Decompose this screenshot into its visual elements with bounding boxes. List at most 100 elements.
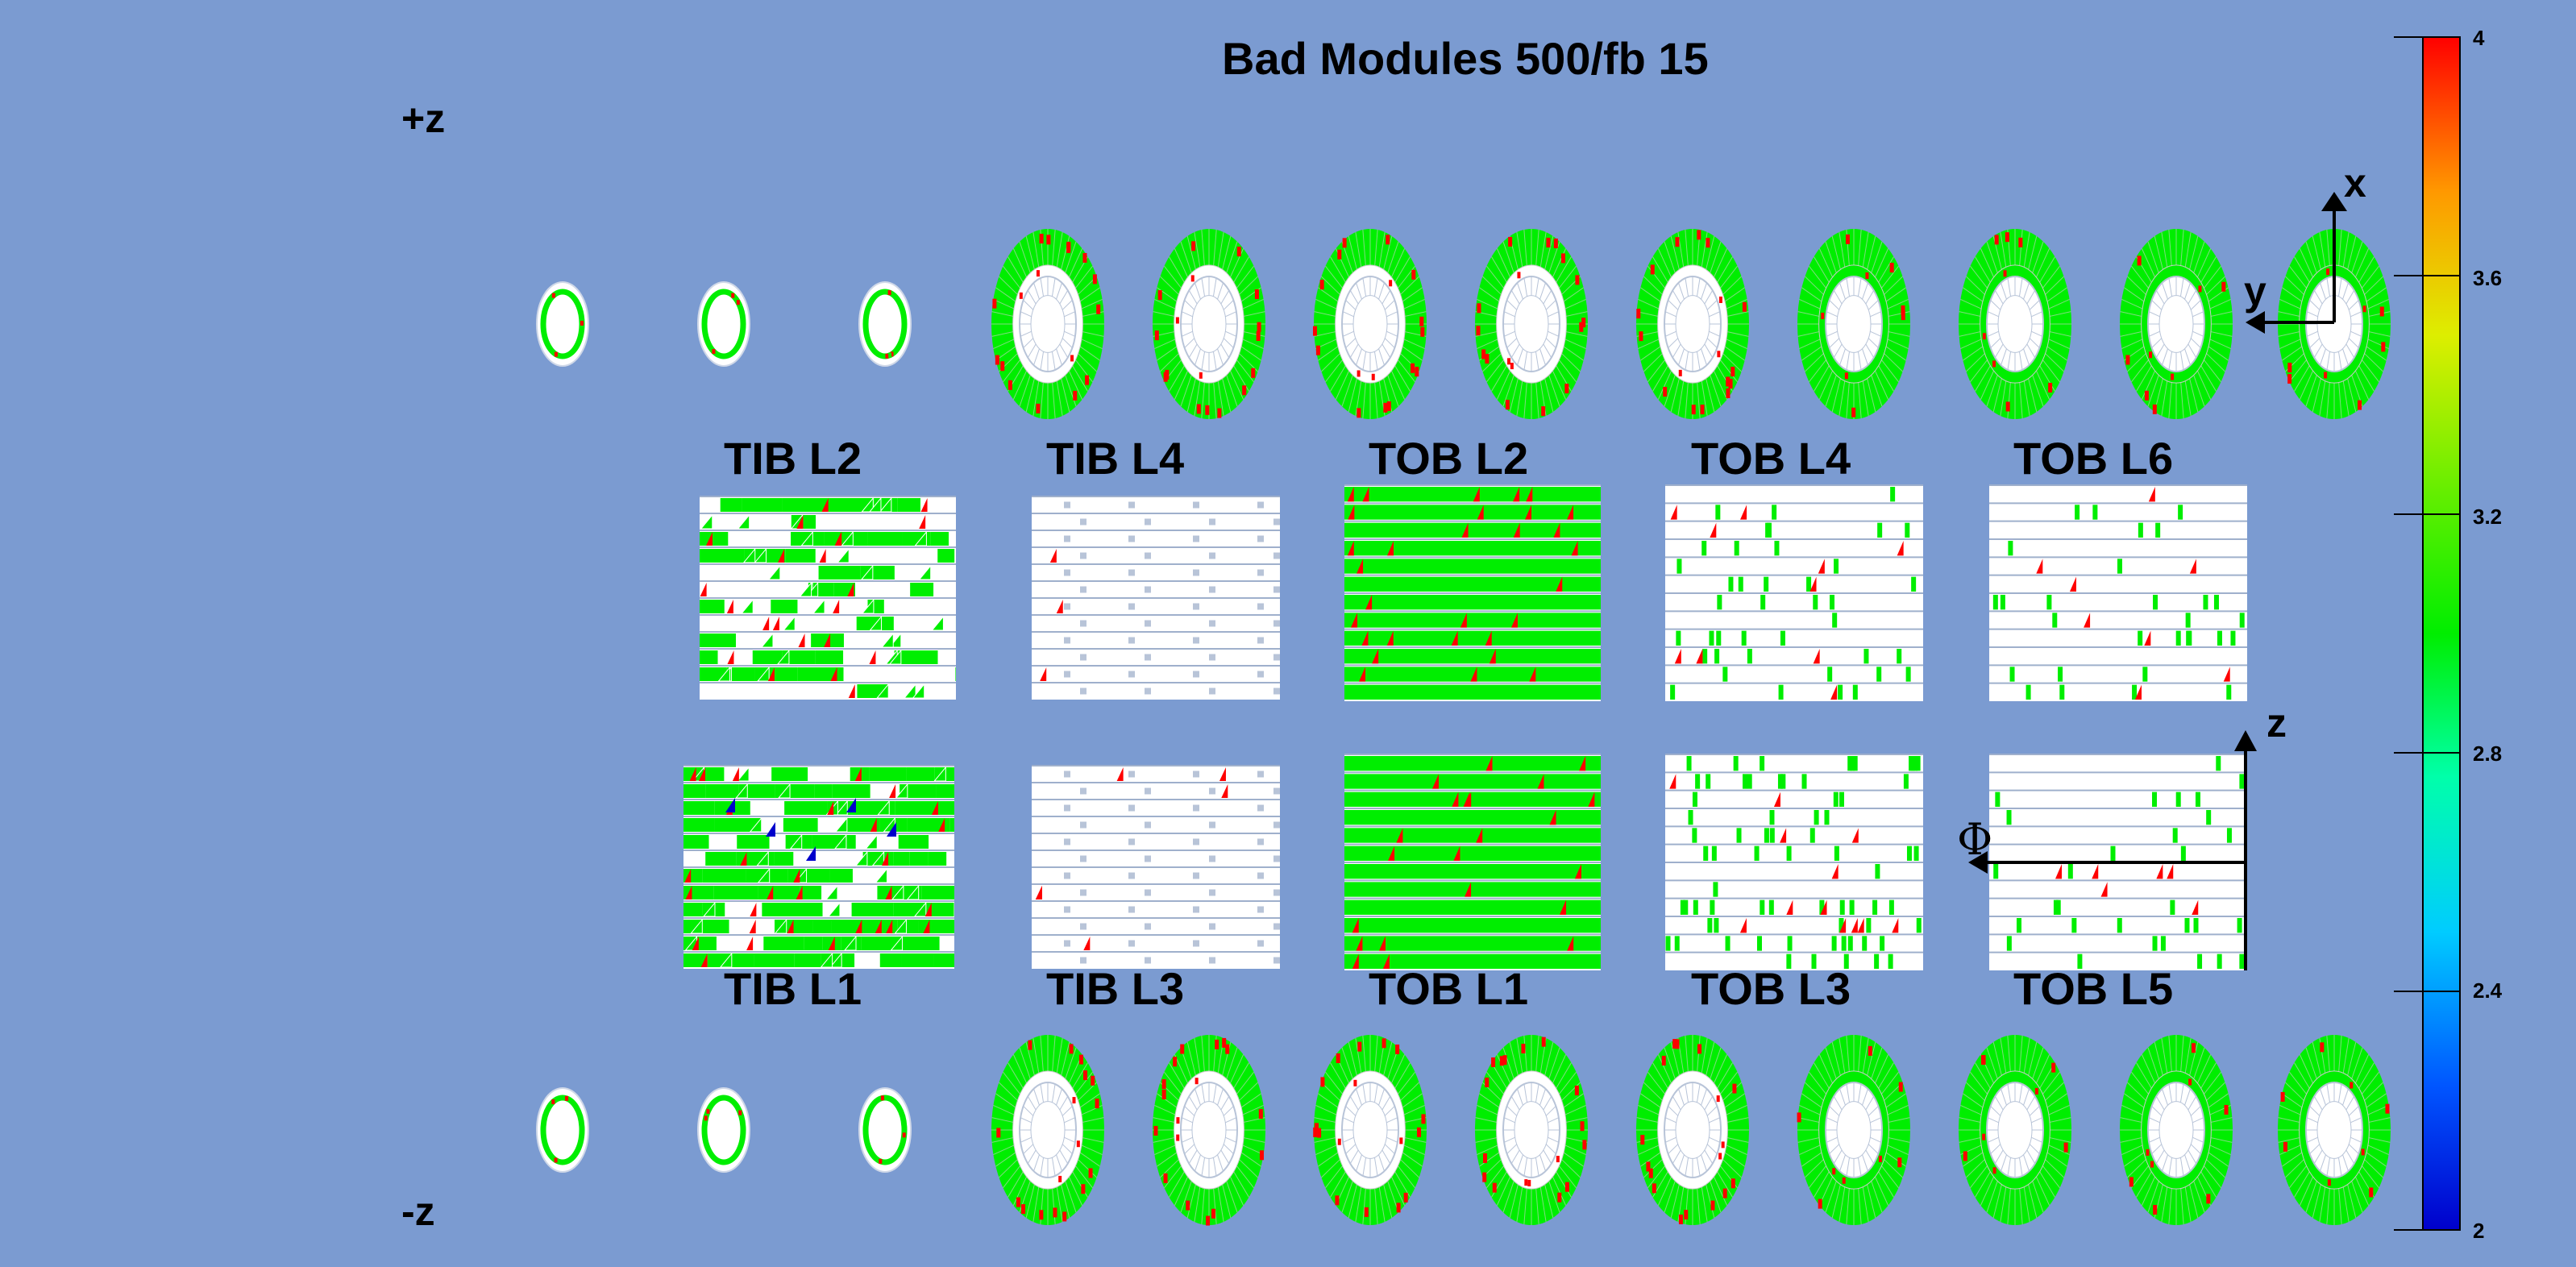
bad-module bbox=[1901, 310, 1905, 321]
bad-module bbox=[848, 684, 855, 698]
bad-module bbox=[1726, 388, 1730, 398]
label-tob-l6: TOB L6 bbox=[2013, 433, 2174, 484]
module-cell bbox=[742, 566, 779, 579]
module-row bbox=[1032, 583, 1280, 596]
segment-line bbox=[1345, 1144, 1357, 1154]
bad-module bbox=[1678, 1214, 1683, 1224]
module-row bbox=[1344, 828, 1601, 843]
module-cell bbox=[2092, 505, 2098, 520]
bad-module bbox=[580, 320, 584, 326]
bad-module bbox=[1700, 405, 1705, 415]
module-cell bbox=[1693, 899, 1698, 915]
bad-module bbox=[1058, 1175, 1062, 1182]
bad-module bbox=[1083, 937, 1091, 950]
segment-line bbox=[2031, 1136, 2043, 1143]
segment-line bbox=[1535, 1035, 1539, 1078]
module-cell bbox=[1819, 899, 1825, 915]
module-cell bbox=[2226, 684, 2232, 700]
module-gap bbox=[1273, 552, 1280, 559]
bad-module bbox=[1742, 301, 1747, 312]
segment-line bbox=[1685, 277, 1689, 297]
segment-line bbox=[1833, 343, 1843, 358]
module-cell bbox=[943, 634, 956, 647]
endcap-disk bbox=[858, 1087, 912, 1173]
disk-hole bbox=[1191, 1101, 1227, 1159]
bad-module bbox=[1728, 379, 1733, 389]
module-cell bbox=[2152, 791, 2158, 807]
bad-module bbox=[1242, 385, 1247, 396]
module-cell bbox=[1734, 541, 1739, 556]
bad-module bbox=[1396, 828, 1403, 843]
segment-line bbox=[1506, 338, 1518, 348]
bad-module bbox=[833, 600, 840, 613]
module-cell bbox=[1764, 828, 1769, 843]
module-triangle bbox=[837, 547, 850, 563]
bad-module bbox=[995, 355, 999, 365]
module-cell bbox=[929, 801, 954, 815]
endcap-disk bbox=[2120, 229, 2233, 419]
segment-line bbox=[1384, 1106, 1395, 1116]
module-cell bbox=[782, 498, 828, 512]
module-gap bbox=[1080, 821, 1086, 829]
bad-module bbox=[1560, 253, 1565, 264]
module-cell bbox=[856, 617, 894, 630]
segment-line bbox=[1056, 1088, 1062, 1106]
segment-line bbox=[1188, 290, 1198, 305]
module-gap bbox=[1209, 821, 1215, 829]
module-row bbox=[1032, 920, 1280, 933]
bad-module bbox=[1096, 304, 1101, 314]
module-cell bbox=[930, 532, 949, 546]
segment-line bbox=[1678, 1088, 1685, 1106]
module-cell bbox=[1866, 918, 1872, 933]
bad-module bbox=[1254, 289, 1259, 299]
segment-line bbox=[1545, 338, 1556, 348]
bad-module bbox=[1258, 1109, 1263, 1120]
module-row bbox=[1989, 936, 2247, 951]
module-cell bbox=[743, 583, 760, 596]
bad-module bbox=[883, 1095, 887, 1101]
bad-module bbox=[2350, 1082, 2354, 1089]
segment-line bbox=[1990, 300, 2001, 310]
segment-line bbox=[2326, 376, 2331, 419]
segment-line bbox=[2337, 1035, 2342, 1078]
bad-module bbox=[580, 1125, 584, 1131]
segment-line bbox=[1217, 348, 1224, 366]
endcap-disk bbox=[536, 281, 589, 367]
segment-line bbox=[1523, 1083, 1528, 1103]
segment-line bbox=[1994, 1096, 2004, 1111]
module-cell bbox=[2152, 936, 2158, 951]
module-cell bbox=[1811, 953, 1817, 969]
bad-module bbox=[824, 634, 831, 647]
bad-module bbox=[1000, 361, 1005, 372]
bad-module bbox=[1386, 401, 1391, 411]
module-cell bbox=[1674, 936, 1680, 951]
module-cell bbox=[1839, 918, 1844, 933]
segment-line bbox=[2026, 290, 2036, 305]
module-cell bbox=[1839, 899, 1845, 915]
bad-module bbox=[1431, 774, 1439, 789]
module-gap bbox=[1080, 957, 1086, 964]
bad-module bbox=[712, 349, 716, 355]
module-cell bbox=[1715, 505, 1721, 520]
bad-module bbox=[1663, 387, 1668, 397]
segment-line bbox=[1373, 277, 1378, 297]
segment-line bbox=[1225, 1117, 1237, 1124]
segment-line bbox=[1535, 351, 1539, 371]
module-cell bbox=[949, 532, 956, 546]
module-cell bbox=[905, 549, 938, 563]
segment-line bbox=[1362, 1083, 1367, 1103]
module-cell bbox=[893, 617, 920, 630]
bad-module bbox=[1076, 1140, 1080, 1148]
bad-module bbox=[1378, 936, 1386, 951]
bad-module bbox=[891, 1099, 895, 1104]
bad-module bbox=[2189, 559, 2196, 574]
x-axis-arrow bbox=[2321, 192, 2347, 211]
segment-line bbox=[1523, 1157, 1528, 1177]
bad-module bbox=[2188, 1078, 2192, 1086]
bad-module bbox=[1336, 1053, 1340, 1064]
bad-module bbox=[2153, 1205, 2158, 1215]
module-cell bbox=[1714, 649, 1720, 664]
bad-module bbox=[828, 937, 835, 950]
bad-module bbox=[902, 1132, 906, 1138]
bad-module bbox=[1797, 1112, 1801, 1123]
